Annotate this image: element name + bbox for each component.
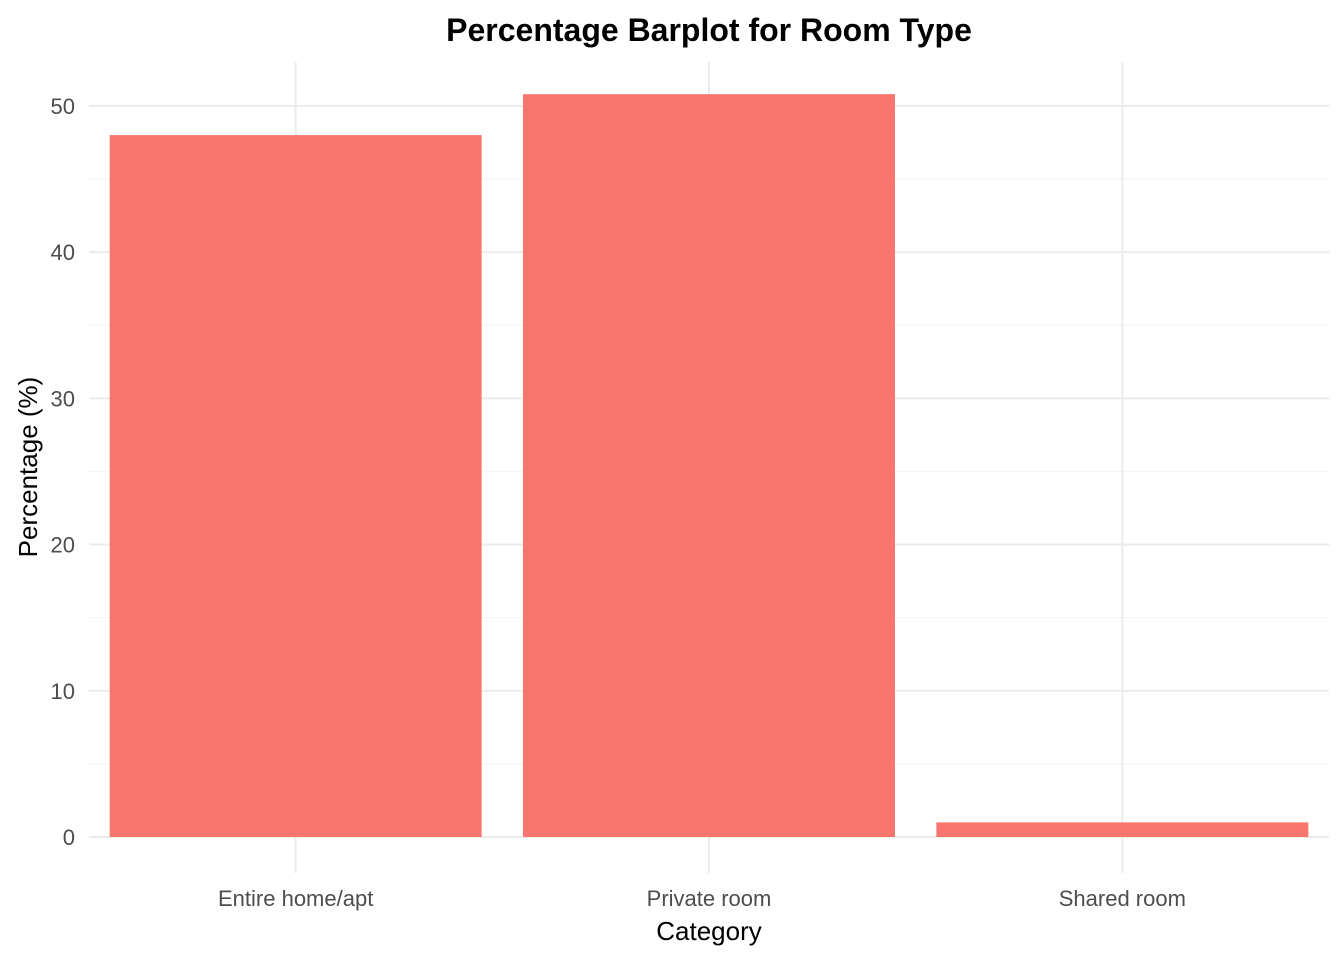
x-tick-label: Entire home/apt: [218, 886, 373, 911]
bar: [936, 822, 1309, 837]
x-tick-label: Shared room: [1059, 886, 1186, 911]
y-axis-ticks: 0 10 20 30 40 50: [51, 94, 75, 850]
y-tick-label: 20: [51, 533, 75, 558]
chart-title: Percentage Barplot for Room Type: [446, 12, 972, 48]
bar: [109, 135, 482, 837]
y-axis-title: Percentage (%): [13, 377, 43, 558]
y-tick-label: 40: [51, 240, 75, 265]
x-axis-ticks: Entire home/apt Private room Shared room: [218, 886, 1186, 911]
x-tick-label: Private room: [647, 886, 772, 911]
y-tick-label: 50: [51, 94, 75, 119]
bar: [523, 94, 895, 838]
y-tick-label: 0: [63, 825, 75, 850]
y-tick-label: 10: [51, 679, 75, 704]
x-axis-title: Category: [656, 916, 762, 946]
y-tick-label: 30: [51, 386, 75, 411]
bars: [109, 94, 1309, 838]
